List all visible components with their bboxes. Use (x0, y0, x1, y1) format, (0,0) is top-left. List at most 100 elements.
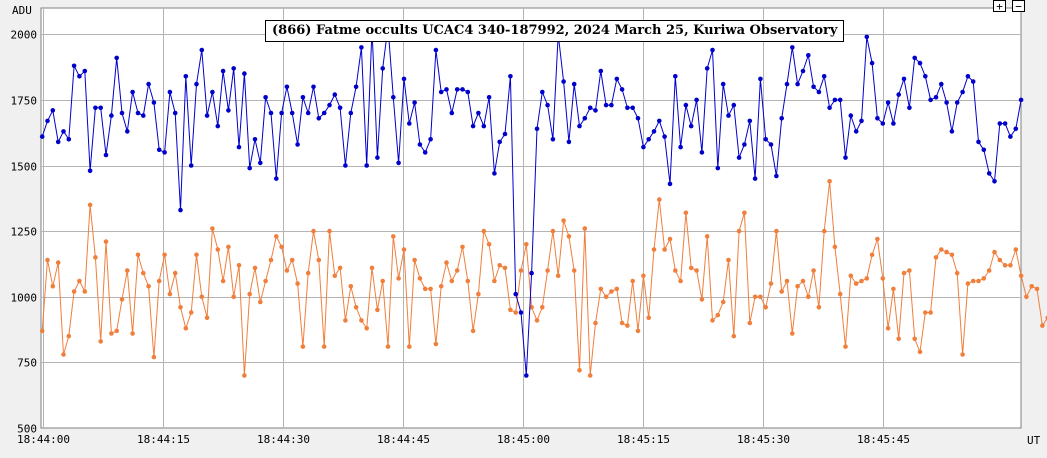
target-point (933, 95, 939, 100)
zoom-out-button[interactable]: − (1012, 0, 1025, 12)
target-point (816, 89, 822, 95)
comparison-point (178, 305, 183, 310)
comparison-point (869, 252, 875, 258)
y-axis-label: ADU (12, 4, 32, 17)
comparison-point (247, 291, 252, 297)
target-point (869, 60, 875, 66)
target-point (417, 142, 423, 147)
target-point (470, 123, 476, 129)
target-point (875, 116, 880, 121)
target-point (923, 74, 928, 79)
target-point (396, 160, 401, 166)
target-point (784, 81, 790, 87)
comparison-point (896, 336, 901, 342)
comparison-point (891, 286, 896, 292)
x-axis-label: UT (1027, 434, 1041, 447)
comparison-point (774, 228, 779, 234)
comparison-point (476, 291, 481, 297)
comparison-point (923, 310, 928, 315)
comparison-point (289, 257, 295, 263)
comparison-point (965, 281, 971, 286)
target-point (587, 105, 593, 111)
comparison-point (912, 336, 917, 342)
comparison-point (343, 318, 348, 323)
comparison-point (694, 268, 699, 273)
comparison-point (210, 226, 215, 231)
target-point (77, 74, 82, 79)
y-tick-label: 500 (17, 423, 37, 436)
target-point (125, 129, 130, 134)
target-point (215, 123, 221, 129)
target-point (332, 92, 338, 97)
target-point (800, 68, 806, 74)
target-point (274, 176, 279, 181)
target-point (422, 150, 428, 155)
y-tick-label: 1750 (11, 95, 38, 108)
target-point (986, 171, 992, 176)
comparison-point (486, 242, 492, 247)
target-point (710, 47, 715, 53)
target-point (704, 66, 710, 71)
target-point (162, 150, 167, 155)
target-point (412, 100, 417, 105)
x-tick-label: 18:44:00 (17, 433, 70, 446)
comparison-point (77, 278, 82, 284)
target-point (949, 129, 955, 134)
target-series (39, 24, 1024, 378)
target-point (476, 110, 481, 116)
target-point (667, 181, 673, 187)
target-point (593, 108, 598, 113)
target-point (837, 97, 843, 103)
comparison-point (130, 331, 135, 336)
target-point (619, 87, 625, 92)
comparison-point (524, 242, 529, 247)
target-point (657, 118, 662, 124)
x-tick-label: 18:45:00 (497, 433, 550, 446)
target-point (673, 74, 678, 79)
comparison-point (1018, 273, 1024, 279)
target-point (141, 113, 146, 118)
comparison-point (98, 339, 103, 344)
comparison-point (742, 210, 747, 216)
comparison-point (779, 289, 784, 294)
comparison-point (66, 333, 72, 339)
target-point (683, 102, 689, 108)
target-point (848, 113, 854, 118)
zoom-in-button[interactable]: + (993, 0, 1006, 12)
comparison-point (513, 310, 518, 315)
target-point (534, 126, 540, 132)
target-point (199, 47, 205, 53)
comparison-point (827, 179, 832, 184)
target-point (752, 176, 758, 181)
target-point (742, 142, 747, 147)
target-point (481, 123, 487, 129)
comparison-point (508, 307, 513, 313)
target-point (582, 116, 588, 121)
comparison-point (263, 278, 268, 284)
comparison-point (103, 239, 109, 244)
target-point (545, 102, 550, 108)
target-point (524, 373, 529, 378)
comparison-point (960, 352, 965, 357)
target-point (252, 137, 258, 142)
comparison-point (848, 273, 854, 279)
target-point (178, 207, 183, 213)
comparison-point (673, 268, 678, 273)
comparison-point (699, 297, 705, 302)
target-point (614, 76, 620, 82)
comparison-point (821, 228, 827, 234)
comparison-point (348, 284, 354, 289)
comparison-point (981, 276, 987, 281)
comparison-point (39, 328, 45, 334)
target-point (1002, 121, 1008, 126)
target-point (891, 121, 896, 126)
comparison-point (758, 294, 763, 300)
comparison-point (976, 278, 981, 284)
target-point (561, 79, 566, 84)
comparison-point (630, 278, 635, 284)
comparison-point (226, 244, 231, 250)
target-point (678, 144, 683, 150)
comparison-point (332, 273, 338, 279)
comparison-point (933, 255, 939, 260)
target-point (87, 168, 93, 174)
